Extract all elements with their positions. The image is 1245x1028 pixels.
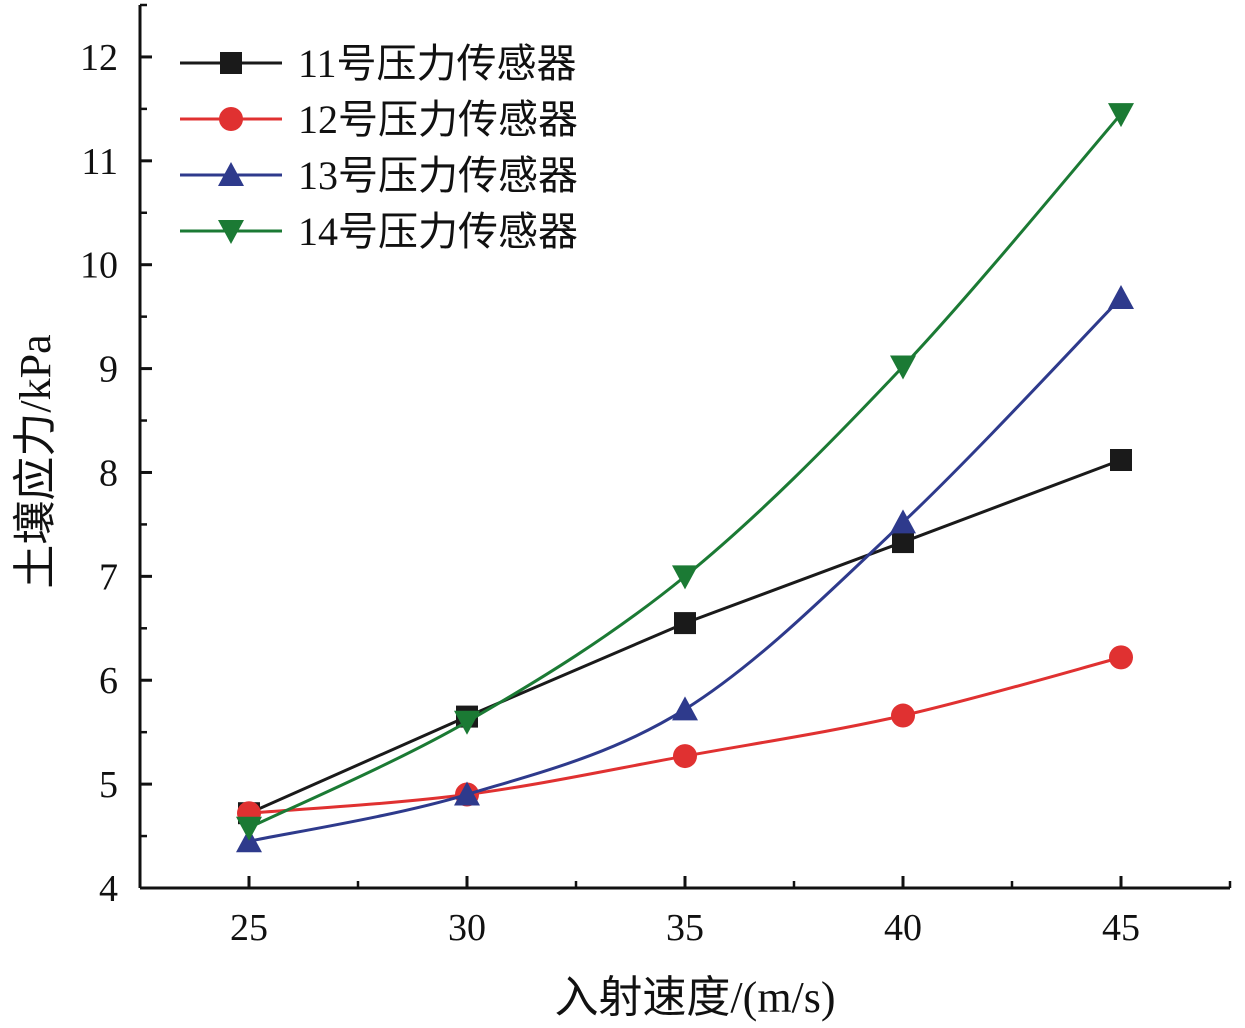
data-point	[1109, 645, 1133, 670]
y-tick-label: 9	[99, 349, 118, 391]
data-point	[673, 744, 697, 769]
y-tick-label: 6	[99, 660, 118, 702]
data-point	[890, 355, 916, 380]
data-point	[1110, 449, 1132, 472]
x-axis-title: 入射速度/(m/s)	[554, 973, 835, 1022]
y-tick-label: 11	[81, 141, 118, 183]
data-point	[674, 612, 696, 635]
legend-item-1: 11号压力传感器	[180, 41, 577, 86]
legend-label: 11号压力传感器	[298, 41, 577, 86]
data-point	[672, 696, 698, 721]
data-point	[236, 816, 262, 841]
legend-marker	[218, 162, 244, 186]
series-line	[248, 655, 1122, 815]
legend-marker	[218, 220, 244, 244]
series-2	[237, 645, 1133, 826]
y-tick-label: 8	[99, 452, 118, 494]
data-point	[892, 531, 914, 554]
data-point	[1108, 284, 1134, 309]
y-axis-title: 土壤应力/kPa	[11, 334, 60, 588]
x-tick-label: 25	[230, 907, 268, 949]
y-tick-label: 4	[99, 868, 118, 910]
data-point	[454, 781, 480, 806]
y-tick-label: 7	[99, 556, 118, 598]
data-point	[454, 710, 480, 735]
legend-label: 12号压力传感器	[298, 97, 578, 142]
data-point	[890, 509, 916, 534]
legend-item-4: 14号压力传感器	[180, 209, 578, 254]
legend-marker	[219, 107, 243, 131]
legend-label: 14号压力传感器	[298, 209, 578, 254]
data-point	[891, 703, 915, 728]
y-tick-label: 12	[80, 37, 118, 79]
x-tick-label: 40	[884, 907, 922, 949]
x-tick-label: 30	[448, 907, 486, 949]
data-point	[1108, 103, 1134, 128]
legend-item-3: 13号压力传感器	[180, 153, 578, 198]
x-tick-label: 45	[1102, 907, 1140, 949]
data-point	[672, 565, 698, 590]
y-tick-label: 5	[99, 764, 118, 806]
series-line	[248, 296, 1123, 843]
x-tick-label: 35	[666, 907, 704, 949]
y-tick-label: 10	[80, 245, 118, 287]
series-layer	[236, 103, 1134, 853]
legend-marker	[220, 52, 242, 74]
legend: 11号压力传感器 12号压力传感器 13号压力传感器 14号压力传感器	[180, 41, 578, 254]
series-4	[236, 103, 1134, 841]
legend-label: 13号压力传感器	[298, 153, 578, 198]
legend-item-2: 12号压力传感器	[180, 97, 578, 142]
